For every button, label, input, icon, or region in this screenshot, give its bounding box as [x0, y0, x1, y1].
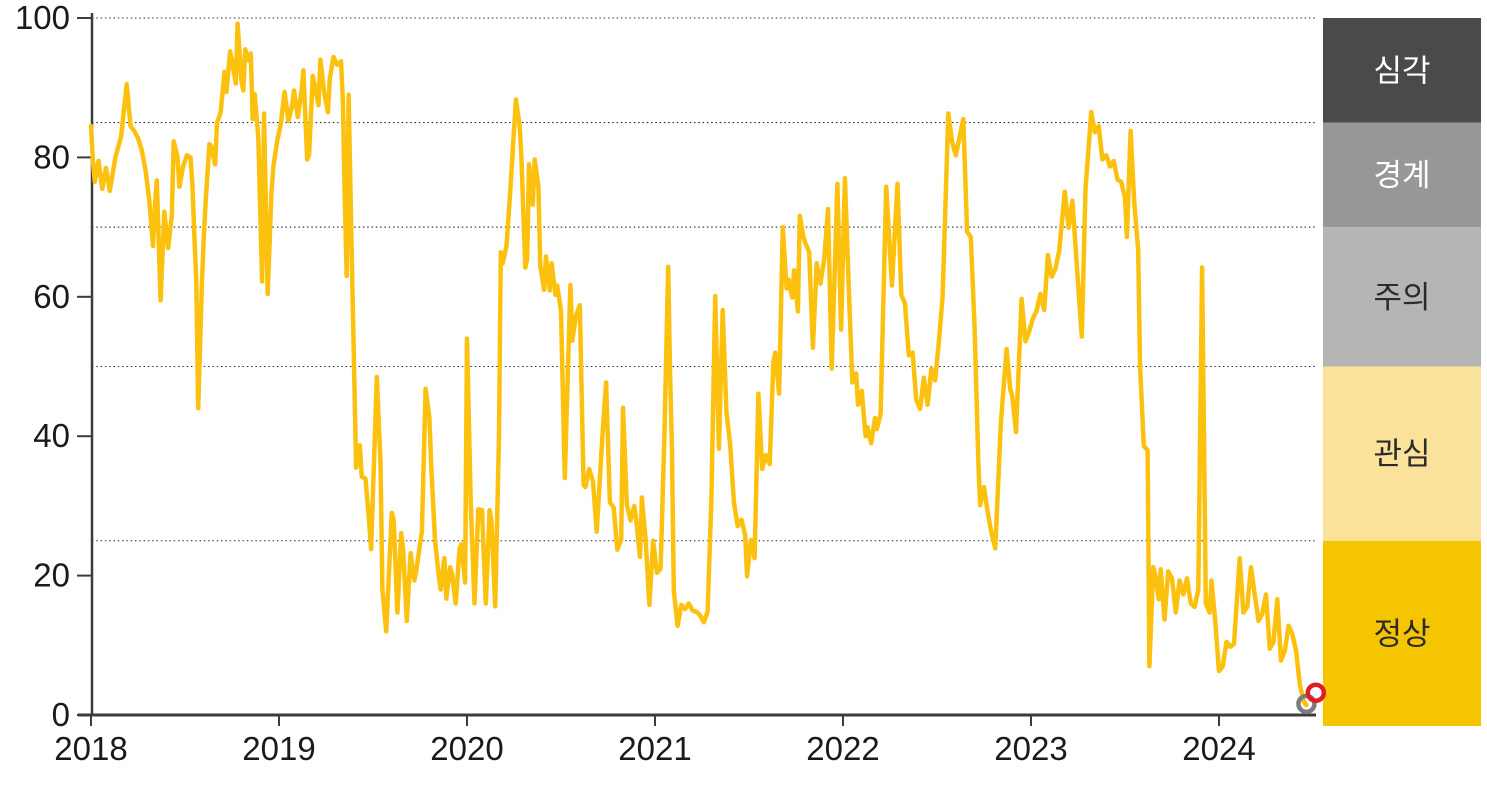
x-tick-label-2024: 2024 [1182, 730, 1255, 767]
x-tick-label-2018: 2018 [54, 730, 127, 767]
x-tick-label-2023: 2023 [994, 730, 1067, 767]
legend-band-1 [1323, 122, 1481, 228]
end-marker-red [1305, 682, 1327, 703]
y-tick-label-20: 20 [33, 557, 70, 594]
series-index-line [88, 21, 1309, 708]
y-tick-label-100: 100 [15, 0, 70, 36]
legend-band-label-0: 심각 [1373, 53, 1430, 88]
y-tick-label-0: 0 [52, 696, 70, 733]
y-tick-label-60: 60 [33, 278, 70, 315]
x-tick-label-2020: 2020 [430, 730, 503, 767]
y-tick-label-80: 80 [33, 138, 70, 175]
y-tick-label-40: 40 [33, 417, 70, 454]
legend-band-label-3: 관심 [1373, 437, 1430, 472]
legend-band-label-1: 경계 [1373, 158, 1430, 193]
legend-band-2 [1323, 227, 1481, 367]
legend-band-3 [1323, 366, 1481, 541]
legend-band-0 [1323, 18, 1481, 123]
x-tick-label-2019: 2019 [242, 730, 315, 767]
x-tick-label-2021: 2021 [618, 730, 691, 767]
legend-band-label-2: 주의 [1373, 280, 1430, 315]
legend-band-label-4: 정상 [1373, 616, 1430, 651]
legend-band-4 [1323, 540, 1481, 726]
x-tick-label-2022: 2022 [806, 730, 879, 767]
